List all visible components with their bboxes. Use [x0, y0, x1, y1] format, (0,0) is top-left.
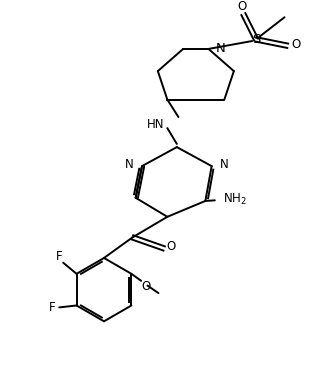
- Text: N: N: [220, 158, 229, 171]
- Text: O: O: [237, 0, 246, 13]
- Text: NH$_2$: NH$_2$: [223, 192, 247, 207]
- Text: F: F: [49, 301, 56, 314]
- Text: S: S: [252, 33, 260, 46]
- Text: O: O: [166, 240, 176, 253]
- Text: N: N: [215, 42, 225, 55]
- Text: HN: HN: [147, 118, 164, 131]
- Text: O: O: [291, 38, 300, 51]
- Text: O: O: [141, 280, 150, 293]
- Text: N: N: [125, 158, 133, 171]
- Text: F: F: [56, 250, 63, 263]
